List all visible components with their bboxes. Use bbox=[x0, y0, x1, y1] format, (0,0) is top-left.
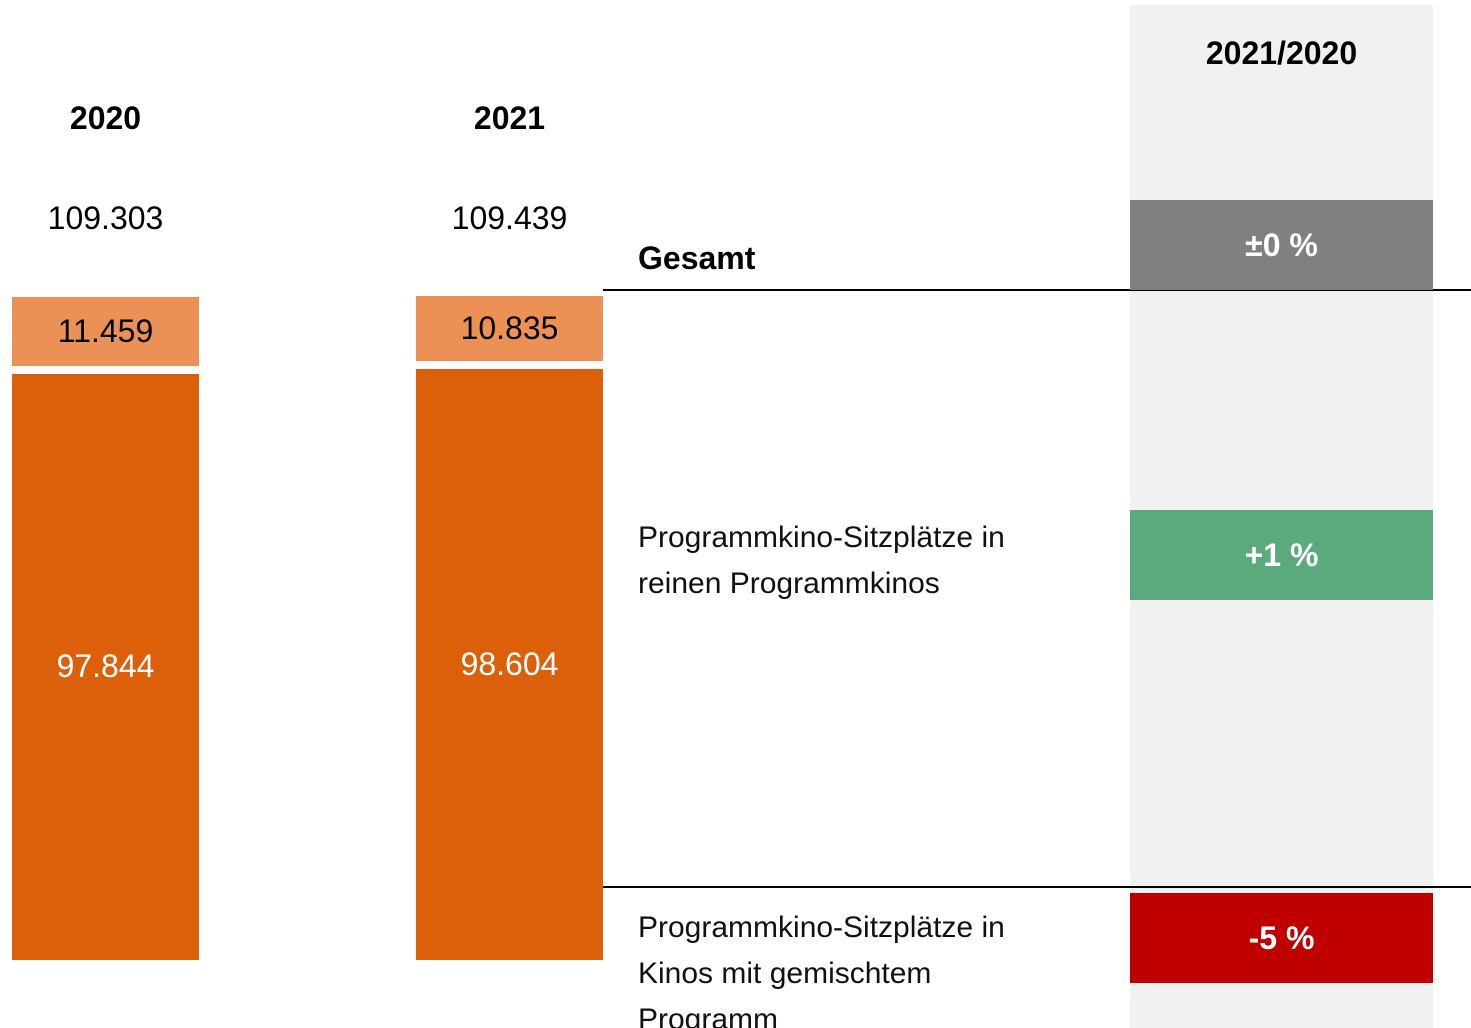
total-change-label: ±0 % bbox=[1245, 226, 1318, 263]
value-label: 11.459 bbox=[57, 312, 154, 349]
value-label: 97.844 bbox=[56, 648, 155, 685]
separator bbox=[603, 289, 1471, 291]
bar-segment: 98.604 bbox=[416, 368, 603, 960]
category-label: 2020 bbox=[69, 100, 142, 136]
category-label: 2021 bbox=[473, 100, 546, 136]
bar-segment: 10.835 bbox=[416, 296, 603, 361]
total-name: Gesamt bbox=[638, 240, 756, 276]
change-label: +1 % bbox=[1244, 536, 1319, 573]
bar-segment: 97.844 bbox=[12, 373, 199, 960]
change-label: -5 % bbox=[1248, 919, 1315, 956]
separator bbox=[603, 886, 1471, 888]
change-box: -5 % bbox=[1130, 893, 1433, 983]
legend-label: Programmkino-Sitzplätze in Kinos mit gem… bbox=[638, 911, 1005, 1028]
value-label: 10.835 bbox=[460, 309, 559, 346]
total-change: ±0 % bbox=[1130, 200, 1433, 290]
legend-label: Programmkino-Sitzplätze in reinen Progra… bbox=[638, 521, 1005, 600]
change-header: 2021/2020 bbox=[1205, 35, 1358, 71]
value-label: 98.604 bbox=[460, 645, 559, 682]
total-label: 109.303 bbox=[47, 200, 164, 236]
bar-segment: 11.459 bbox=[12, 296, 199, 366]
change-box: +1 % bbox=[1130, 510, 1433, 600]
total-label: 109.439 bbox=[451, 200, 568, 236]
